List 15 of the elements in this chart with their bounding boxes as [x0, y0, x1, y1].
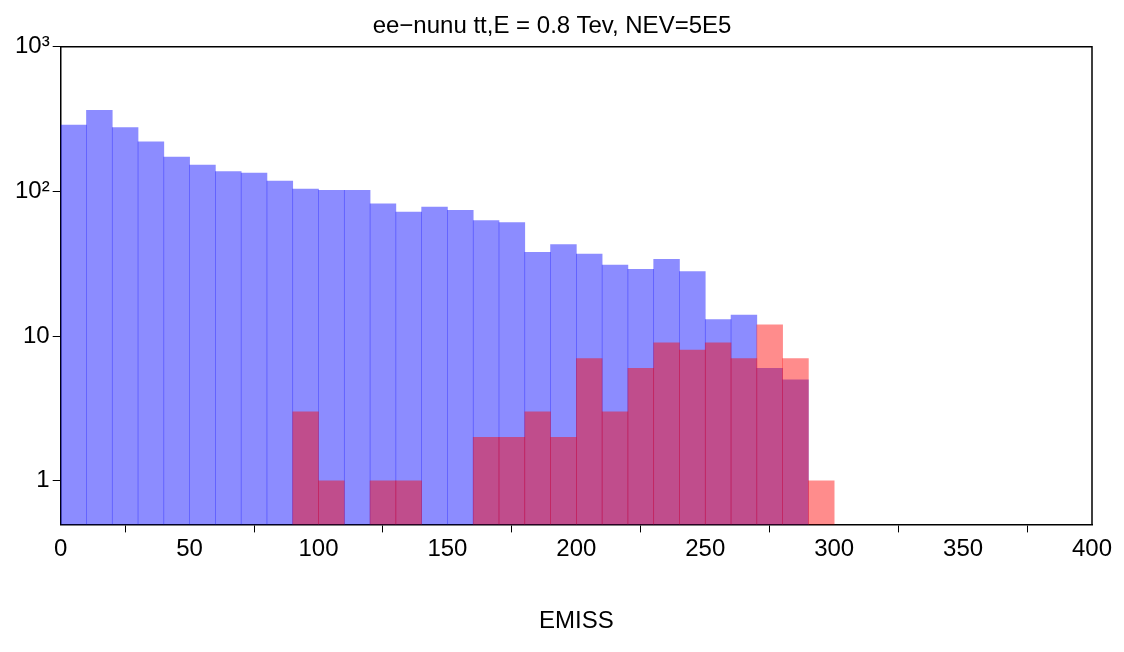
x-tick-label: 400 [1071, 534, 1113, 562]
x-tick-label: 350 [943, 534, 984, 562]
y-tick-label: 1 [36, 465, 50, 493]
y-tick-label: 10² [15, 176, 50, 204]
y-tick-label: 10 [22, 320, 50, 348]
x-tick-label: 50 [176, 534, 203, 562]
x-tick-label: 250 [685, 534, 726, 562]
x-tick-label: 150 [427, 534, 468, 562]
x-tick-label: 100 [298, 534, 339, 562]
chart-title: ee−nunu tt,E = 0.8 Tev, NEV=5E5 [372, 11, 732, 39]
x-tick-label: 300 [814, 534, 855, 562]
x-tick-label: 0 [54, 534, 68, 562]
y-tick-label: 10³ [15, 31, 50, 59]
x-tick-label: 200 [556, 534, 597, 562]
x-axis-title: EMISS [539, 606, 614, 634]
